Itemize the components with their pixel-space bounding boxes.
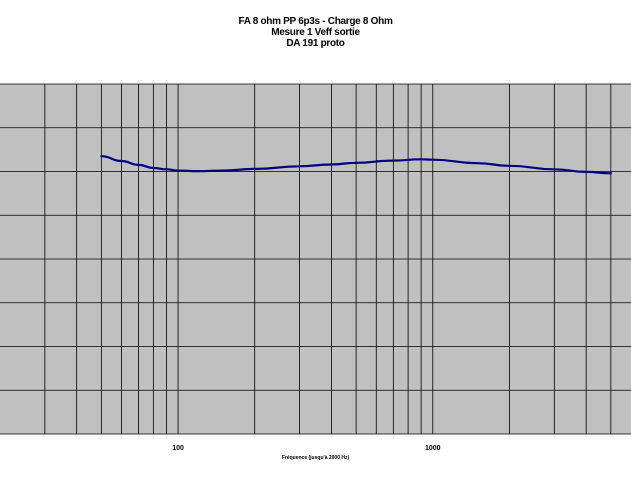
series-line-0 bbox=[100, 155, 612, 175]
chart-title-block: FA 8 ohm PP 6p3s - Charge 8 Ohm Mesure 1… bbox=[0, 16, 631, 49]
x-tick-label: 1000 bbox=[425, 445, 441, 452]
chart-title: FA 8 ohm PP 6p3s - Charge 8 Ohm bbox=[238, 16, 393, 27]
x-axis-label: Fréquence (jusqu'à 2000 Hz) bbox=[281, 455, 350, 461]
chart-subtitle-2: DA 191 proto bbox=[286, 38, 345, 49]
chart-subtitle-1: Mesure 1 Veff sortie bbox=[271, 27, 360, 38]
x-tick-label: 100 bbox=[172, 445, 184, 452]
